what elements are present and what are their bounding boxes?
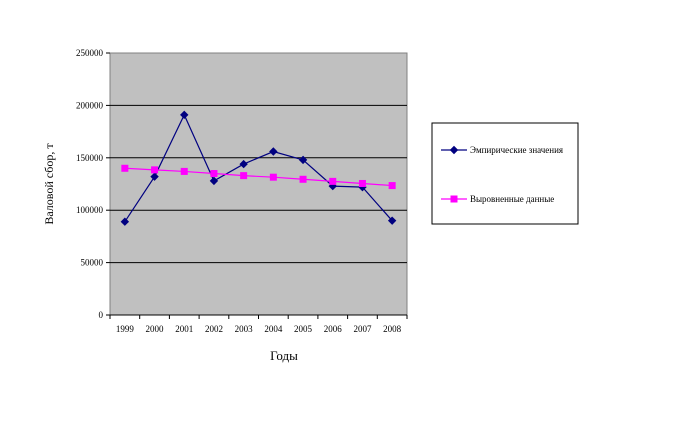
- x-tick-label: 1999: [116, 324, 135, 334]
- data-point: [299, 175, 307, 183]
- data-point: [120, 217, 130, 226]
- x-tick-label: 2000: [146, 324, 165, 334]
- x-tick-label: 2002: [205, 324, 223, 334]
- legend-label: Эмпирические значения: [470, 145, 563, 155]
- x-axis-label: Годы: [270, 348, 298, 363]
- y-tick-label: 200000: [76, 100, 104, 110]
- data-point: [269, 147, 278, 156]
- data-point: [121, 164, 129, 172]
- plot-area: [109, 52, 408, 316]
- x-axis-ticks: 1999 2000 2001 2002 2003 2004 2005 2006 2007 2008: [109, 314, 408, 334]
- data-point: [269, 173, 277, 181]
- legend-box: [431, 122, 579, 225]
- legend-item: Эмпирические значения: [441, 145, 563, 155]
- data-point: [358, 179, 366, 187]
- y-tick-label: 50000: [81, 258, 104, 268]
- data-point: [150, 172, 159, 181]
- legend-marker: [449, 145, 459, 155]
- y-tick-label: 100000: [76, 205, 104, 215]
- series-line: [124, 113, 393, 223]
- y-axis-ticks: 0 50000 100000 150000 200000 250000: [76, 48, 110, 320]
- x-tick-label: 2006: [324, 324, 343, 334]
- data-point: [151, 166, 159, 174]
- data-point: [240, 172, 248, 180]
- y-tick-label: 150000: [76, 153, 104, 163]
- series-line: [124, 167, 393, 187]
- x-tick-label: 2008: [383, 324, 402, 334]
- data-point: [387, 216, 397, 225]
- legend-label: Выровненные данные: [470, 194, 554, 204]
- data-point: [210, 170, 218, 178]
- legend-item: Выровненные данные: [441, 194, 554, 204]
- data-point: [180, 110, 189, 120]
- data-point: [209, 176, 219, 186]
- x-tick-label: 2007: [353, 324, 372, 334]
- y-tick-label: 250000: [76, 48, 104, 58]
- legend: Эмпирические значения Выровненные данные: [431, 122, 579, 225]
- data-point: [388, 182, 396, 190]
- data-point: [298, 155, 308, 165]
- data-point: [239, 159, 248, 169]
- series-2: [121, 164, 396, 190]
- x-tick-label: 2005: [294, 324, 313, 334]
- data-point: [180, 167, 188, 175]
- data-point: [329, 177, 337, 185]
- y-axis-label: Валовой сбор, т: [42, 143, 56, 225]
- y-tick-label: 0: [99, 310, 104, 320]
- x-tick-label: 2004: [264, 324, 283, 334]
- x-tick-label: 2001: [175, 324, 193, 334]
- series-layer: [120, 110, 397, 226]
- legend-marker: [450, 195, 458, 203]
- legend-items: Эмпирические значения Выровненные данные: [441, 145, 563, 204]
- x-tick-label: 2003: [235, 324, 254, 334]
